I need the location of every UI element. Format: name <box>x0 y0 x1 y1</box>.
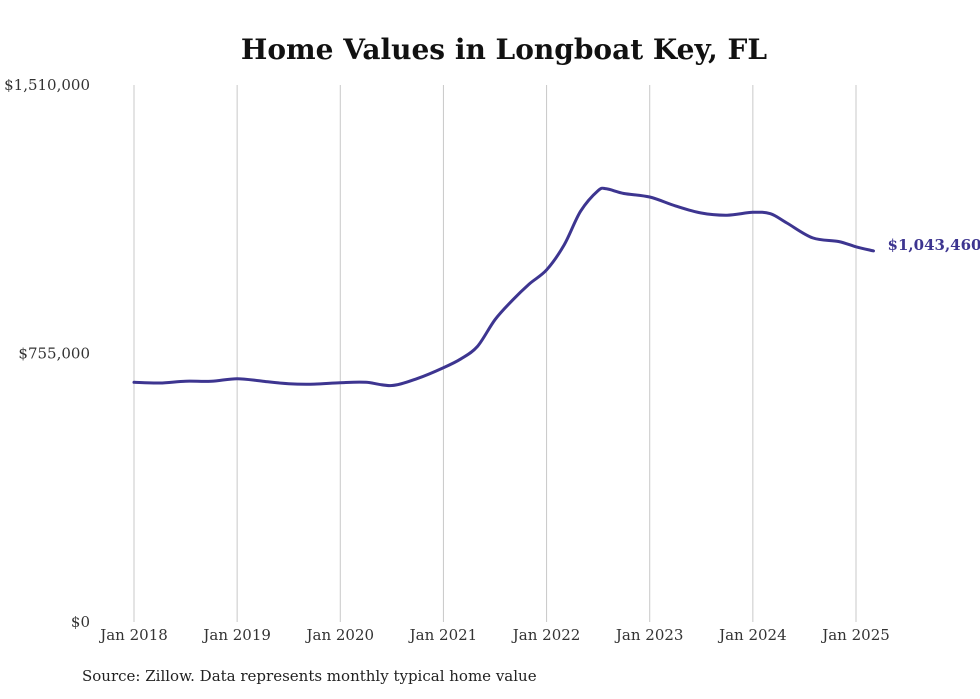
y-tick-label: $0 <box>71 613 90 631</box>
x-tick-label: Jan 2019 <box>201 626 271 644</box>
x-tick-label: Jan 2018 <box>98 626 168 644</box>
x-tick-label: Jan 2024 <box>717 626 787 644</box>
x-tick-label: Jan 2025 <box>820 626 890 644</box>
x-tick-label: Jan 2022 <box>511 626 581 644</box>
source-note: Source: Zillow. Data represents monthly … <box>82 667 537 685</box>
y-axis-ticks: $0 $755,000 $1,510,000 <box>4 76 90 631</box>
home-value-line <box>132 186 875 388</box>
x-tick-label: Jan 2023 <box>614 626 684 644</box>
y-tick-label: $1,510,000 <box>4 76 90 94</box>
y-tick-label: $755,000 <box>18 345 90 363</box>
x-tick-label: Jan 2021 <box>408 626 478 644</box>
gridlines <box>133 85 857 622</box>
x-tick-label: Jan 2020 <box>305 626 375 644</box>
chart-title: Home Values in Longboat Key, FL <box>241 33 768 66</box>
x-axis-ticks: Jan 2018 Jan 2019 Jan 2020 Jan 2021 Jan 2022… <box>98 626 890 644</box>
end-value-label: $1,043,460 <box>888 236 980 254</box>
